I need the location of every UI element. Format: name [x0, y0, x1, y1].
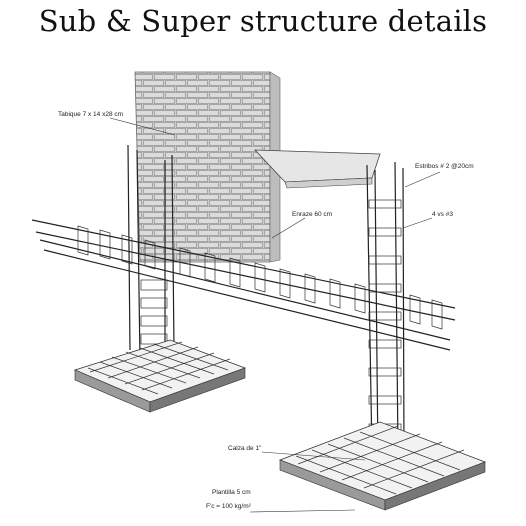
annotation-varillas: 4 vs #3 — [402, 211, 453, 229]
beam-rebar-cage — [31, 219, 456, 351]
structure-drawing: Tabique 7 x 14 x28 cm Estribos # 2 @20cm… — [31, 71, 487, 513]
annotation-calza: Calza de 1" — [228, 445, 366, 461]
svg-text:F'c = 100 kg/m²: F'c = 100 kg/m² — [206, 503, 252, 510]
annotation-enraze: Enraze 60 cm — [271, 211, 332, 239]
svg-text:4 vs #3: 4 vs #3 — [432, 211, 453, 218]
svg-text:Tabique 7 x 14 x28 cm: Tabique 7 x 14 x28 cm — [58, 111, 123, 118]
right-footing — [278, 421, 487, 511]
right-column-rebar — [366, 161, 405, 461]
annotation-tabique: Tabique 7 x 14 x28 cm — [58, 111, 176, 136]
left-footing — [73, 339, 247, 413]
annotation-plantilla: Plantilla 5 cm F'c = 100 kg/m² — [206, 489, 356, 513]
concrete-slab — [254, 149, 381, 189]
svg-text:Calza de 1": Calza de 1" — [228, 445, 262, 452]
brick-wall — [134, 71, 281, 263]
svg-text:Plantilla 5 cm: Plantilla 5 cm — [212, 489, 251, 496]
svg-text:Estribos # 2 @20cm: Estribos # 2 @20cm — [415, 163, 474, 170]
left-column-rebar — [127, 144, 175, 361]
diagram-title: Sub & Super structure details — [38, 4, 488, 38]
svg-text:Enraze 60 cm: Enraze 60 cm — [292, 211, 332, 218]
annotation-estribos: Estribos # 2 @20cm — [404, 163, 474, 188]
